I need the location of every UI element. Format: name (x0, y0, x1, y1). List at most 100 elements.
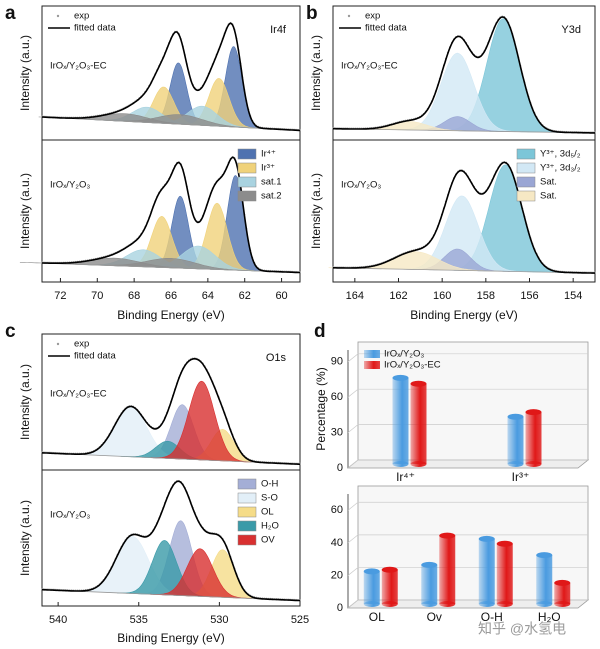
sample-label: IrOₓ/Y₂O₃ (50, 180, 90, 191)
x-tick-label: 162 (389, 290, 407, 302)
x-tick-label: H₂O (538, 610, 561, 624)
watermark: 知乎 @水氢电 (478, 621, 566, 637)
legend-label: S-O (261, 493, 278, 504)
bar (478, 535, 495, 607)
legend-label: Sat. (540, 191, 557, 202)
bar (554, 579, 571, 607)
x-tick-label: OL (369, 610, 385, 624)
bar (392, 374, 409, 467)
legend-label: H₂O (261, 521, 279, 532)
x-tick-label: 156 (520, 290, 538, 302)
bar (507, 413, 524, 467)
legend-marker (347, 14, 351, 18)
panel-letter: b (306, 3, 318, 24)
sample-label: IrOₓ/Y₂O₃ (50, 510, 90, 521)
legend-swatch (237, 492, 257, 504)
legend-swatch (237, 176, 257, 188)
background-line (41, 262, 301, 273)
fitted-curve (333, 16, 595, 134)
legend-label: OV (261, 535, 275, 546)
bar (439, 532, 456, 607)
bar (536, 552, 553, 607)
x-axis-label: Binding Energy (eV) (410, 308, 517, 322)
x-tick-label: 72 (54, 290, 66, 302)
fitted-curve (42, 480, 301, 602)
panel-title: Y3d (561, 24, 581, 36)
bar (363, 568, 380, 607)
panel-title: O1s (266, 352, 287, 364)
legend-marker (56, 14, 60, 18)
grid-line (347, 501, 588, 511)
background-line (332, 267, 596, 274)
y-axis-label: Intensity (a.u.) (18, 364, 32, 440)
sample-label: IrOₓ/Y₂O₃ (341, 180, 381, 191)
panel-title: Ir4f (270, 24, 287, 36)
x-tick-label: Ir³⁺ (512, 470, 530, 484)
bar (421, 561, 438, 607)
y-axis-label: Intensity (a.u.) (18, 500, 32, 576)
bar (525, 409, 542, 467)
x-tick-label: 158 (477, 290, 495, 302)
x-tick-label: 525 (291, 614, 309, 626)
legend-label: exp (74, 339, 89, 350)
sample-label: IrOₓ/Y₂O₃-EC (50, 61, 107, 72)
fitted-curve (42, 156, 300, 274)
x-tick-label: Ir⁴⁺ (396, 470, 415, 484)
legend-swatch (237, 190, 257, 202)
legend-swatch (237, 534, 257, 546)
legend-swatch (364, 350, 380, 358)
legend-label: IrOₓ/Y₂O₃-EC (384, 360, 441, 371)
y-axis-label: Intensity (a.u.) (18, 35, 32, 111)
legend-label: O-H (261, 479, 279, 490)
y-tick-label: 20 (331, 569, 343, 581)
sample-label: IrOₓ/Y₂O₃-EC (50, 389, 107, 400)
y-tick-label: 40 (331, 537, 343, 549)
grid-line (347, 534, 588, 544)
legend-label: sat.1 (261, 177, 282, 188)
panel-letter: d (314, 321, 326, 342)
legend-swatch (237, 520, 257, 532)
y-tick-label: 0 (337, 462, 343, 474)
legend-marker (56, 342, 60, 346)
subplot-frame (332, 139, 596, 283)
grid-line (347, 388, 588, 398)
x-tick-label: 66 (165, 290, 177, 302)
legend-label: Sat. (540, 177, 557, 188)
y-axis-label: Intensity (a.u.) (309, 35, 323, 111)
panel-letter: c (5, 321, 16, 342)
background-line (41, 116, 301, 131)
legend-label: Ir³⁺ (261, 163, 275, 174)
x-axis-label: Binding Energy (eV) (117, 631, 224, 645)
legend-label: IrOₓ/Y₂O₃ (384, 349, 424, 360)
legend-label: Ir⁴⁺ (261, 149, 276, 160)
y-tick-label: 90 (331, 356, 343, 368)
x-tick-label: 62 (239, 290, 251, 302)
legend-swatch (516, 162, 536, 174)
y-axis-label: Intensity (a.u.) (18, 173, 32, 249)
fitted-curve (41, 22, 300, 132)
legend-swatch (516, 148, 536, 160)
fitted-curve (41, 358, 301, 466)
x-tick-label: 530 (210, 614, 228, 626)
bar (410, 380, 427, 467)
y-tick-label: 0 (337, 602, 343, 614)
x-tick-label: 64 (202, 290, 214, 302)
legend-label: exp (74, 11, 89, 22)
y-tick-label: 60 (331, 504, 343, 516)
x-tick-label: 164 (346, 290, 364, 302)
bar (496, 540, 513, 607)
legend-label: Y³⁺, 3d₃/₂ (540, 163, 581, 174)
legend-label: fitted data (74, 351, 116, 362)
legend-label: fitted data (74, 23, 116, 34)
grid-line (347, 353, 588, 363)
background-line (332, 128, 596, 134)
panel-letter: a (5, 3, 16, 24)
x-tick-label: 60 (275, 290, 287, 302)
bar (381, 566, 398, 607)
x-tick-label: 68 (128, 290, 140, 302)
subplot-frame (41, 469, 301, 607)
fitted-curve (333, 161, 595, 274)
x-tick-label: Ov (427, 610, 442, 624)
legend-label: Y³⁺, 3d₅/₂ (540, 149, 581, 160)
legend-label: sat.2 (261, 191, 282, 202)
